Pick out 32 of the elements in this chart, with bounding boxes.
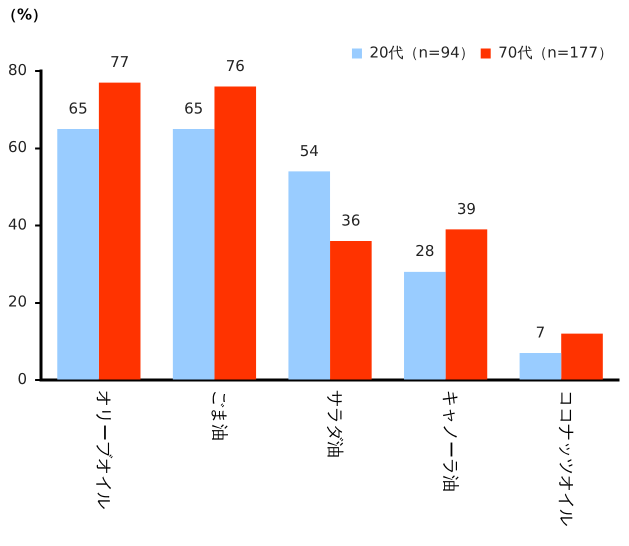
- bar: [57, 128, 99, 380]
- data-label: 54: [300, 142, 319, 160]
- data-label: 7: [536, 323, 546, 342]
- data-label: 39: [456, 200, 476, 218]
- data-label: 36: [341, 211, 360, 230]
- data-label: 65: [184, 99, 204, 118]
- bar: [330, 240, 372, 380]
- y-axis-title: （%）: [2, 5, 48, 24]
- data-label: 76: [226, 56, 245, 75]
- y-tick-label: 40: [8, 215, 28, 234]
- x-tick-label: ごま油: [209, 390, 230, 441]
- legend-label: 20代（n=94）: [369, 43, 475, 62]
- bar: [98, 82, 140, 380]
- bar: [404, 272, 446, 380]
- x-tick-label: キャノーラ油: [440, 390, 460, 492]
- legend-label: 70代（n=177）: [498, 43, 614, 62]
- x-tick-label: オリーブオイル: [93, 390, 114, 509]
- bar: [172, 128, 214, 380]
- bar: [446, 229, 488, 380]
- data-label: 28: [415, 242, 434, 260]
- y-tick-label: 60: [8, 138, 28, 156]
- y-tick-label: 80: [8, 60, 28, 79]
- data-label: 65: [68, 99, 88, 118]
- bar: [214, 86, 256, 380]
- bar: [288, 171, 330, 380]
- y-tick-label: 0: [18, 370, 28, 388]
- y-tick-label: 20: [8, 292, 28, 311]
- bar: [561, 334, 603, 380]
- x-tick-label: ココナッツオイル: [556, 390, 576, 526]
- x-tick-label: サラダ油: [324, 390, 345, 458]
- bar: [520, 352, 562, 380]
- data-label: 77: [110, 52, 130, 71]
